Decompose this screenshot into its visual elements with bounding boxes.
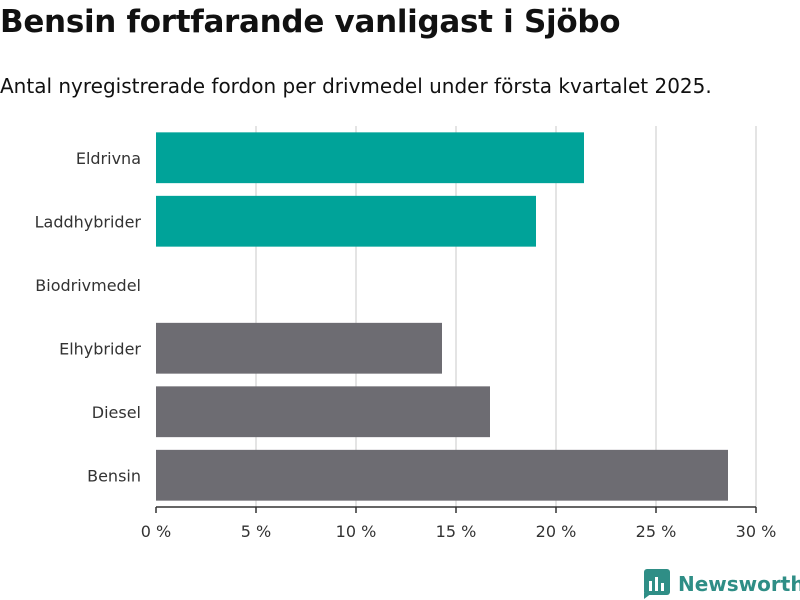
bar-chart-icon [644,569,670,599]
bar-elhybrider [156,322,442,374]
x-tick-label: 30 % [736,522,777,541]
category-label: Laddhybrider [35,212,142,231]
category-label: Eldrivna [76,149,141,168]
bar-bensin [156,449,728,501]
brand-logo: Newsworthy [644,568,800,600]
chart-title: Bensin fortfarande vanligast i Sjöbo [0,4,621,40]
bar-chart: Eldrivna Laddhybrider Biodrivmedel Elhybrid… [35,126,777,541]
x-tick-label: 20 % [536,522,577,541]
brand-name: Newsworthy [678,572,800,596]
bar-laddhybrider [156,195,536,247]
x-tick-label: 10 % [336,522,377,541]
x-tick-label: 0 % [141,522,171,541]
x-tick-label: 25 % [636,522,677,541]
category-label: Diesel [92,403,141,422]
category-label: Bensin [87,466,141,485]
chart-subtitle: Antal nyregistrerade fordon per drivmede… [0,74,712,98]
x-tick-label: 5 % [241,522,271,541]
x-tick-label: 15 % [436,522,477,541]
category-label: Elhybrider [59,339,141,358]
bar-eldrivna [156,132,584,184]
category-label: Biodrivmedel [35,276,141,295]
bar-diesel [156,386,490,438]
